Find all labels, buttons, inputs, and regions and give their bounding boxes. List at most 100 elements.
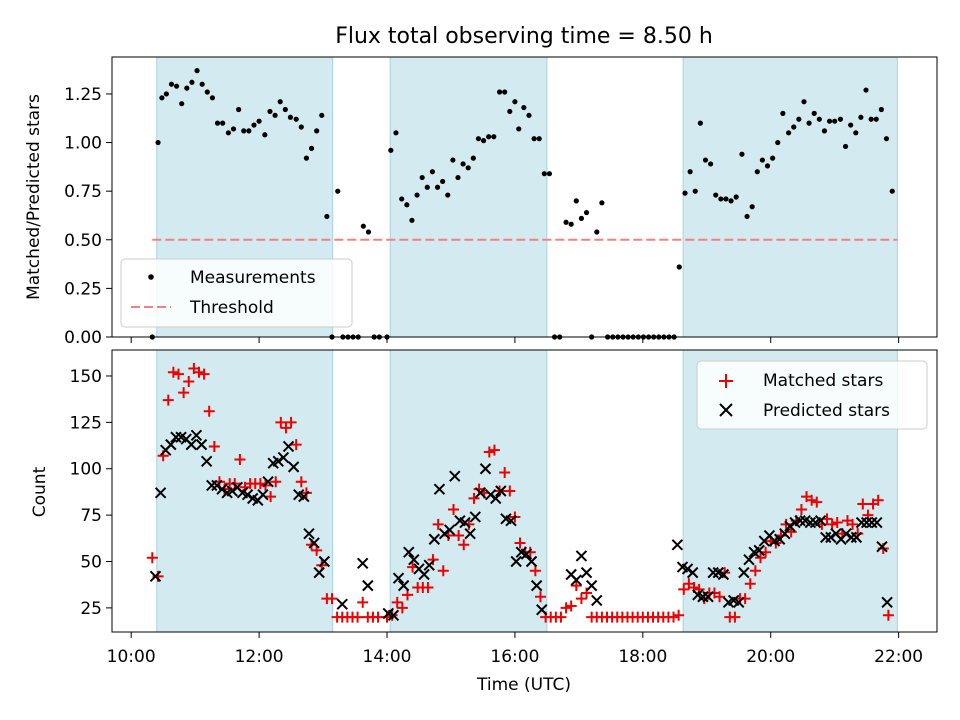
top-y-axis: 0.00 0.25 0.50 0.75 1.00 1.25 — [64, 85, 112, 348]
predicted-star-point — [336, 598, 348, 610]
matched-star-point — [749, 565, 761, 577]
predicted-star-point — [423, 559, 435, 571]
predicted-star-point — [804, 516, 817, 529]
measurement-point — [573, 198, 579, 204]
predicted-star-point — [505, 514, 517, 527]
measurement-point — [189, 79, 195, 85]
measurement-point — [837, 116, 844, 122]
predicted-star-point — [850, 531, 863, 544]
measurement-point — [230, 126, 237, 132]
predicted-star-point — [794, 514, 806, 527]
measurement-point — [889, 188, 895, 194]
matched-star-point — [326, 593, 338, 605]
matched-star-point — [422, 581, 434, 593]
predicted-star-point — [479, 463, 492, 475]
matched-star-point — [432, 518, 444, 530]
predicted-star-point — [387, 609, 400, 622]
measurement-point — [775, 139, 781, 146]
measurement-point — [786, 130, 792, 136]
bottom-x-axis: 10:00 12:00 14:00 16:00 18:00 20:00 22:00 — [107, 632, 923, 667]
matched-star-point — [254, 478, 266, 490]
matched-star-point — [560, 602, 572, 614]
measurement-point — [811, 110, 817, 116]
legend-predicted-label: Predicted stars — [763, 401, 890, 421]
measurement-point — [460, 161, 466, 167]
measurement-point — [723, 196, 729, 202]
predicted-star-point — [510, 555, 522, 568]
predicted-star-point — [525, 555, 538, 568]
measurement-point — [256, 118, 262, 124]
predicted-star-point — [298, 490, 310, 503]
predicted-star-point — [820, 531, 832, 544]
predicted-star-point — [881, 596, 893, 609]
predicted-star-point — [318, 555, 331, 568]
xtick-label: 10:00 — [107, 647, 156, 667]
predicted-star-point — [170, 431, 182, 443]
measurement-point — [868, 116, 874, 122]
predicted-star-point — [697, 591, 709, 603]
predicted-star-point — [490, 492, 502, 505]
measurement-point — [749, 204, 755, 210]
matched-star-point — [183, 376, 195, 388]
top-ytick-label: 0.75 — [64, 182, 102, 202]
predicted-star-point — [403, 546, 415, 558]
measurement-point — [507, 108, 513, 115]
measurement-point — [455, 174, 461, 181]
matched-star-point — [352, 611, 364, 623]
measurement-point — [697, 120, 703, 126]
matched-star-point — [744, 578, 756, 590]
measurement-point — [282, 106, 288, 113]
matched-star-point — [581, 587, 593, 599]
matched-star-point — [673, 609, 685, 621]
bottom-shade-2 — [389, 349, 548, 633]
measurement-point — [687, 169, 693, 175]
top-plot-frame — [111, 56, 938, 338]
measurement-point — [578, 215, 585, 221]
matched-star-point — [162, 394, 174, 406]
predicted-star-point — [165, 438, 177, 451]
measurement-point — [692, 188, 698, 194]
matched-star-point — [831, 517, 843, 529]
measurement-point — [424, 184, 430, 190]
measurement-point — [480, 138, 487, 144]
predicted-star-point — [149, 570, 162, 583]
measurement-point — [225, 130, 231, 136]
legend-measurements-marker — [148, 274, 154, 280]
predicted-star-point — [257, 489, 269, 501]
matched-star-point — [565, 600, 577, 612]
matched-star-point — [396, 602, 408, 614]
measurement-point — [780, 110, 786, 116]
measurement-point — [335, 188, 341, 194]
measurement-point — [754, 169, 760, 175]
measurement-point — [744, 213, 750, 220]
measurement-point — [199, 81, 205, 87]
bottom-ytick-label: 25 — [80, 599, 102, 619]
measurement-point — [246, 128, 252, 134]
measurement-point — [863, 87, 869, 93]
predicted-star-point — [200, 455, 213, 468]
measurement-point — [563, 219, 569, 225]
measurement-point — [728, 198, 734, 204]
measurement-point — [770, 155, 776, 161]
predicted-star-point — [753, 544, 765, 557]
measurement-point — [470, 155, 476, 161]
matched-star-point — [524, 546, 536, 558]
xtick-label: 14:00 — [363, 647, 412, 667]
top-legend: Measurements Threshold — [120, 258, 353, 328]
measurement-point — [303, 155, 310, 161]
predicted-star-point — [277, 451, 290, 464]
predicted-star-point — [262, 476, 274, 488]
predicted-star-point — [408, 553, 420, 566]
matched-star-point — [483, 446, 495, 458]
predicted-star-point — [707, 566, 719, 579]
matched-star-point — [534, 591, 546, 603]
top-panel: 0.00 0.25 0.50 0.75 1.00 1.25 Matched/Predict… — [24, 56, 938, 348]
measurement-points — [149, 68, 895, 340]
predicted-star-point — [190, 429, 203, 442]
predicted-star-point — [418, 568, 430, 581]
matched-star-point — [285, 416, 297, 428]
measurement-point — [251, 122, 257, 128]
predicted-star-point — [459, 516, 471, 529]
xtick-label: 20:00 — [746, 647, 795, 667]
measurement-point — [796, 116, 802, 122]
